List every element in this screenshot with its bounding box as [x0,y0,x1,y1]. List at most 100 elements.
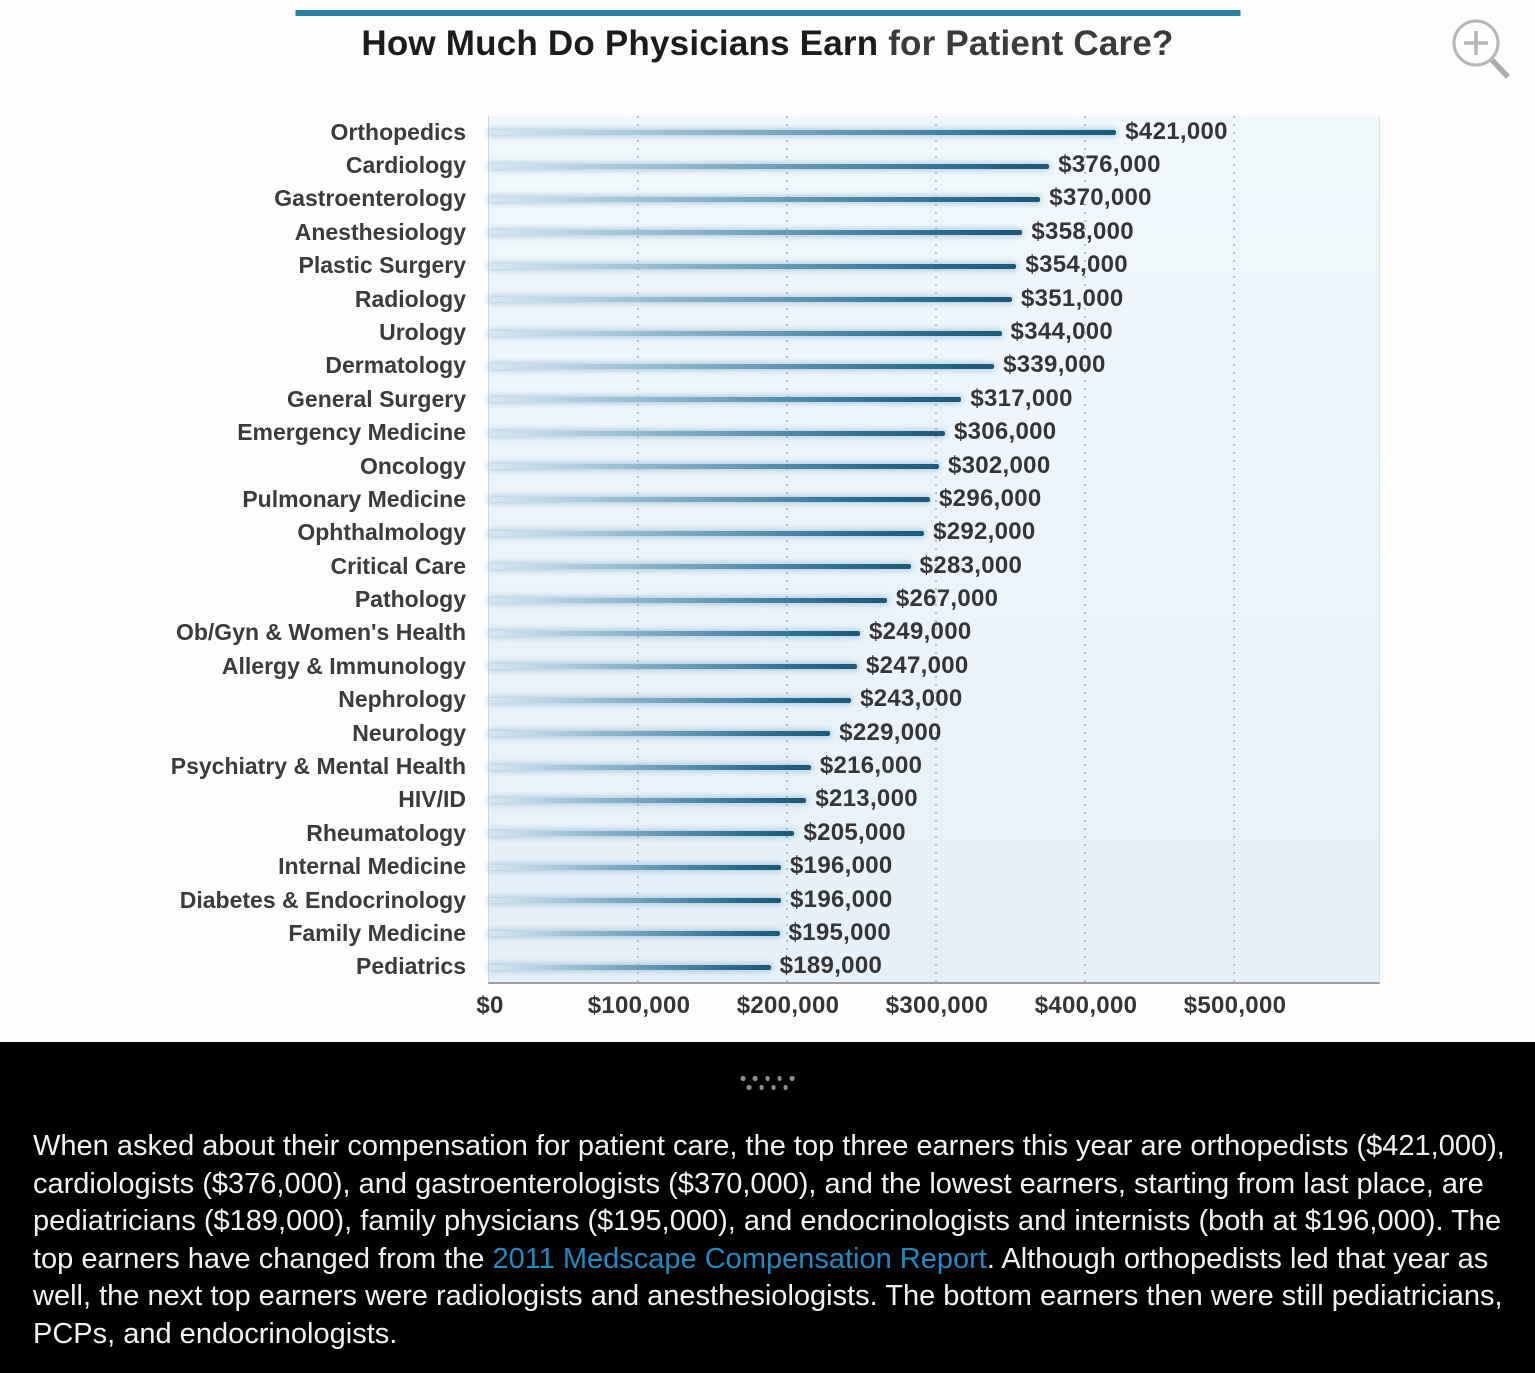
category-label: Ob/Gyn & Women's Health [175,619,466,646]
value-label: $196,000 [790,885,893,913]
gridline [1084,116,1086,984]
value-label: $216,000 [819,752,923,779]
page-title-bold: How Much Do Physicians Earn [361,24,879,63]
bar [489,630,860,636]
bar [489,130,1117,136]
bar [489,530,925,536]
value-label: $354,000 [1025,251,1128,279]
gridline [637,116,639,984]
category-label: Plastic Surgery [298,252,466,279]
x-axis-tick-label: $200,000 [736,992,840,1019]
category-label: Pediatrics [356,953,466,980]
category-label: HIV/ID [398,786,466,813]
category-label: Critical Care [330,552,466,579]
bar [489,797,807,803]
value-label: $421,000 [1125,117,1228,145]
page-title-regular: for Patient Care? [878,24,1174,63]
category-label: Radiology [354,285,466,312]
value-label: $189,000 [779,952,883,980]
medscape-report-link[interactable]: 2011 Medscape Compensation Report [492,1242,987,1275]
category-label: Gastroenterology [274,185,466,212]
category-label: Ophthalmology [297,519,466,546]
value-label: $247,000 [866,651,969,679]
x-axis-tick-label: $300,000 [885,992,989,1019]
gridline [1233,116,1235,984]
value-label: $370,000 [1049,184,1152,212]
page-title: How Much Do Physicians Earn for Patient … [0,24,1535,64]
bar [489,464,939,470]
category-label: Orthopedics [330,118,466,145]
plot-area [488,116,1380,984]
value-label: $213,000 [815,785,918,813]
category-label: Rheumatology [306,819,466,846]
value-label: $302,000 [947,451,1051,479]
title-rule [295,10,1240,16]
bar [489,196,1041,202]
category-label: Anesthesiology [294,218,466,245]
bar [489,931,780,937]
value-label: $267,000 [895,585,999,613]
bar [489,163,1050,169]
value-label: $249,000 [869,618,972,646]
value-label: $196,000 [790,852,893,880]
dots-divider-icon [740,1076,795,1090]
category-label: Psychiatry & Mental Health [170,753,466,779]
gridline [935,116,937,984]
bar [489,430,945,436]
x-axis-tick-label: $100,000 [587,992,691,1019]
category-label: Emergency Medicine [237,419,466,446]
footer-text-before: When asked about their compensation for … [33,1130,1505,1275]
x-axis-tick-label: $500,000 [1183,992,1287,1019]
value-label: $283,000 [919,551,1023,579]
category-label: Oncology [359,452,466,479]
bar [489,764,811,770]
bar [489,230,1023,236]
bar [489,397,962,403]
category-label: Diabetes & Endocrinology [179,886,466,913]
bar [489,597,887,603]
gridline [786,116,788,984]
value-label: $229,000 [839,718,942,746]
footer-text-after: . Although orthopedists led that year as… [33,1242,1503,1350]
bar [489,697,852,703]
value-label: $344,000 [1010,318,1114,345]
category-label: General Surgery [287,385,466,412]
x-axis-tick-label: $400,000 [1034,992,1138,1019]
bar [489,363,995,369]
category-label: Nephrology [338,686,466,713]
bar [489,564,911,570]
value-label: $317,000 [970,384,1073,412]
value-label: $243,000 [860,685,963,713]
category-label: Pulmonary Medicine [242,485,466,512]
value-label: $339,000 [1003,351,1106,379]
value-label: $351,000 [1020,284,1124,312]
value-label: $306,000 [953,418,1057,446]
footer-panel: When asked about their compensation for … [0,1042,1535,1373]
bar [489,497,931,503]
value-label: $358,000 [1031,217,1134,245]
bar [489,664,858,670]
category-label: Neurology [352,719,466,746]
bar [489,964,771,970]
bar [489,898,782,904]
bar [489,297,1012,303]
value-label: $195,000 [788,918,892,946]
bar [489,731,831,737]
category-label: Urology [379,319,466,345]
x-axis-tick-label: $0 [476,992,504,1019]
value-label: $205,000 [803,818,906,846]
zoom-in-icon[interactable] [1445,12,1517,88]
category-label: Dermatology [325,352,466,379]
bar [489,263,1017,269]
category-label: Cardiology [345,152,466,179]
category-label: Pathology [354,586,466,613]
bar [489,831,795,837]
value-label: $292,000 [933,518,1036,546]
value-label: $376,000 [1058,151,1161,179]
category-label: Allergy & Immunology [221,652,466,679]
category-label: Family Medicine [288,919,466,946]
bar [489,330,1002,336]
bar [489,864,782,870]
